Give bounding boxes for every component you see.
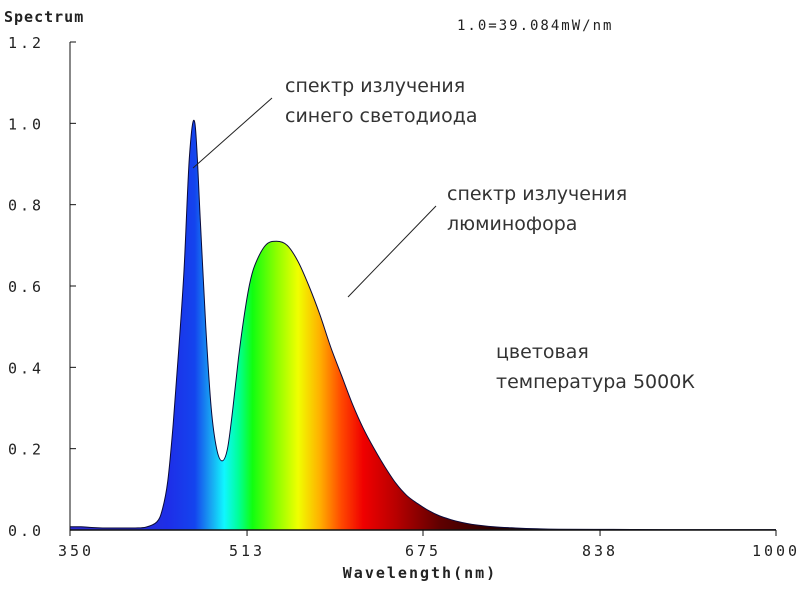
annotation-line: цветовая [496,341,589,363]
annotation-line: люминофора [447,213,577,235]
annotation-2: спектр излучения люминофора [347,183,627,298]
spectrum-area [70,120,776,531]
annotation-line: температура 5000К [496,371,695,393]
x-tick-label: 513 [229,542,265,560]
annotation-line: спектр излучения [447,183,627,205]
x-tick-label: 675 [405,542,441,560]
annotation-3: цветовая температура 5000К [496,341,695,393]
y-tick-label: 0.6 [8,278,44,296]
x-tick-label: 1000 [752,542,800,560]
scale-note: 1.0=39.084mW/nm [457,18,613,34]
x-axis-ticks: 350 513 675 838 1000 [58,530,800,560]
annotation-leader-line [347,205,437,298]
y-tick-label: 0.0 [8,522,44,540]
x-tick-label: 350 [58,542,94,560]
y-axis-ticks: 0.0 0.2 0.4 0.6 0.8 1.0 1.2 [8,34,76,540]
chart-title: Spectrum [4,8,84,26]
x-axis-label: Wavelength(nm) [343,564,497,582]
y-tick-label: 0.2 [8,441,44,459]
annotation-line: спектр излучения [285,75,465,97]
annotation-1: спектр излучения синего светодиода [192,75,477,169]
x-tick-label: 838 [582,542,618,560]
y-tick-label: 1.0 [8,115,44,133]
y-tick-label: 1.2 [8,34,44,52]
y-tick-label: 0.8 [8,197,44,215]
annotation-leader-line [192,97,273,169]
y-tick-label: 0.4 [8,359,44,377]
annotation-line: синего светодиода [285,105,477,127]
spectrum-outline [69,119,776,531]
